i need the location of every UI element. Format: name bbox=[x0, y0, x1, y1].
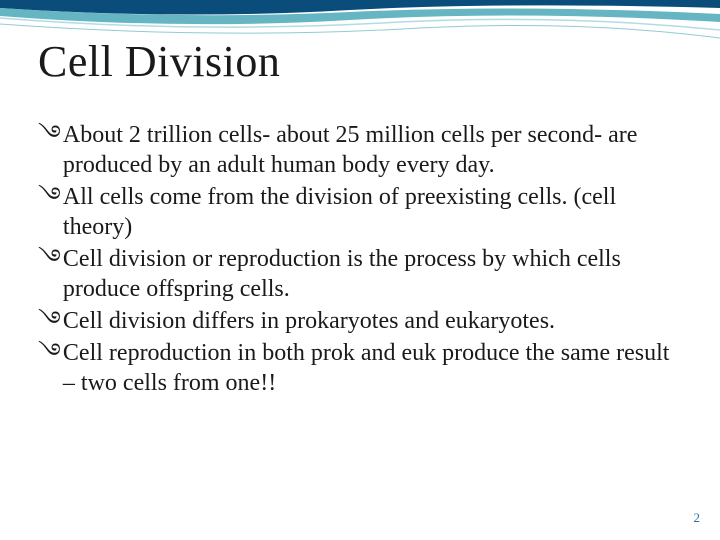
bullet-text: Cell division differs in prokaryotes and… bbox=[63, 306, 555, 336]
bullet-icon: ࿓ bbox=[38, 338, 61, 368]
page-number: 2 bbox=[694, 510, 701, 526]
bullet-list: ࿓ About 2 trillion cells- about 25 milli… bbox=[38, 120, 678, 400]
bullet-icon: ࿓ bbox=[38, 306, 61, 336]
list-item: ࿓ Cell division differs in prokaryotes a… bbox=[38, 306, 678, 336]
list-item: ࿓ All cells come from the division of pr… bbox=[38, 182, 678, 242]
list-item: ࿓ About 2 trillion cells- about 25 milli… bbox=[38, 120, 678, 180]
bullet-text: About 2 trillion cells- about 25 million… bbox=[63, 120, 678, 180]
bullet-icon: ࿓ bbox=[38, 120, 61, 150]
bullet-icon: ࿓ bbox=[38, 182, 61, 212]
bullet-text: Cell division or reproduction is the pro… bbox=[63, 244, 678, 304]
bullet-text: Cell reproduction in both prok and euk p… bbox=[63, 338, 678, 398]
list-item: ࿓ Cell division or reproduction is the p… bbox=[38, 244, 678, 304]
bullet-text: All cells come from the division of pree… bbox=[63, 182, 678, 242]
slide-title: Cell Division bbox=[38, 36, 280, 87]
bullet-icon: ࿓ bbox=[38, 244, 61, 274]
list-item: ࿓ Cell reproduction in both prok and euk… bbox=[38, 338, 678, 398]
